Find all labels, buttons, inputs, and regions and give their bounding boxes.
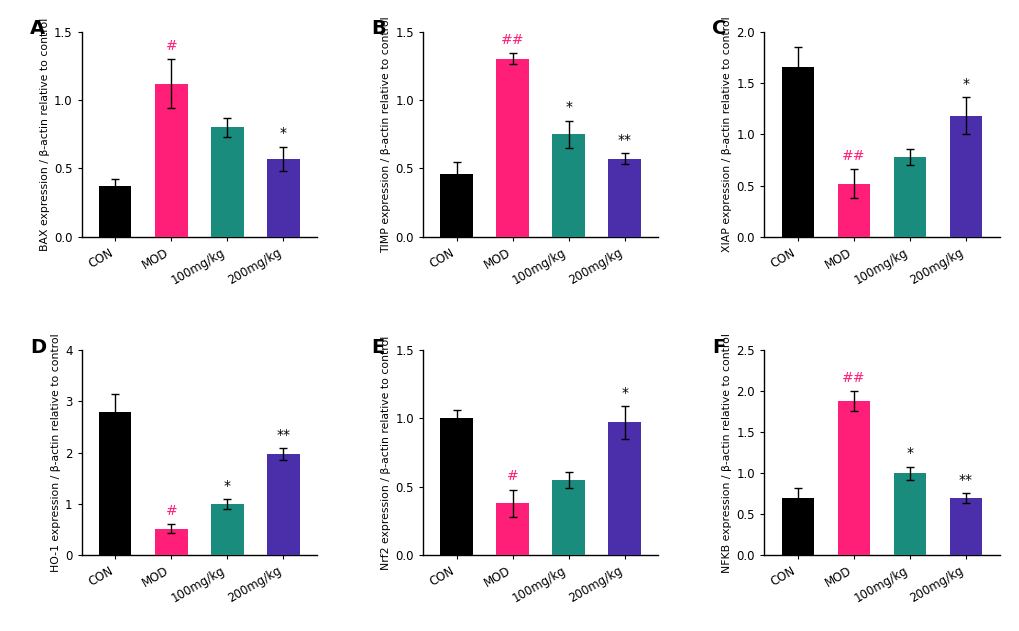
Text: *: *	[279, 126, 286, 141]
Text: C: C	[711, 19, 727, 38]
Bar	[211, 504, 244, 555]
Bar	[552, 480, 584, 555]
Text: #: #	[165, 38, 177, 53]
Bar	[949, 498, 981, 555]
Y-axis label: TIMP expression / β-actin relative to control: TIMP expression / β-actin relative to co…	[381, 16, 390, 252]
Text: *: *	[565, 100, 572, 114]
Text: **: **	[958, 473, 972, 487]
Text: **: **	[276, 428, 290, 442]
Bar	[155, 83, 187, 237]
Y-axis label: XIAP expression / β-actin relative to control: XIAP expression / β-actin relative to co…	[721, 16, 732, 252]
Text: B: B	[371, 19, 385, 38]
Text: *: *	[962, 77, 968, 91]
Text: ##: ##	[842, 149, 865, 163]
Bar	[267, 454, 300, 555]
Bar	[607, 159, 640, 237]
Y-axis label: Nrf2 expression / β-actin relative to control: Nrf2 expression / β-actin relative to co…	[381, 336, 390, 570]
Bar	[99, 186, 131, 237]
Bar	[893, 473, 925, 555]
Text: ##: ##	[842, 371, 865, 385]
Bar	[440, 174, 473, 237]
Bar	[496, 504, 528, 555]
Bar	[949, 115, 981, 237]
Bar	[155, 529, 187, 555]
Bar	[552, 134, 584, 237]
Bar	[440, 418, 473, 555]
Text: ##: ##	[500, 33, 524, 47]
Text: A: A	[30, 19, 45, 38]
Text: **: **	[618, 133, 631, 147]
Bar	[781, 68, 813, 237]
Bar	[267, 159, 300, 237]
Bar	[607, 423, 640, 555]
Y-axis label: NFKB expression / β-actin relative to control: NFKB expression / β-actin relative to co…	[721, 333, 732, 572]
Bar	[781, 498, 813, 555]
Text: E: E	[371, 338, 384, 357]
Bar	[496, 59, 528, 237]
Text: *: *	[621, 386, 628, 400]
Bar	[837, 401, 869, 555]
Bar	[893, 157, 925, 237]
Y-axis label: BAX expression / β-actin relative to control: BAX expression / β-actin relative to con…	[40, 18, 50, 251]
Text: *: *	[906, 446, 913, 461]
Text: #: #	[165, 504, 177, 518]
Bar	[99, 411, 131, 555]
Text: F: F	[711, 338, 725, 357]
Text: #: #	[506, 469, 518, 483]
Text: D: D	[30, 338, 46, 357]
Y-axis label: HO-1 expression / β-actin relative to control: HO-1 expression / β-actin relative to co…	[51, 333, 61, 572]
Bar	[211, 127, 244, 237]
Text: *: *	[223, 479, 230, 493]
Bar	[837, 184, 869, 237]
